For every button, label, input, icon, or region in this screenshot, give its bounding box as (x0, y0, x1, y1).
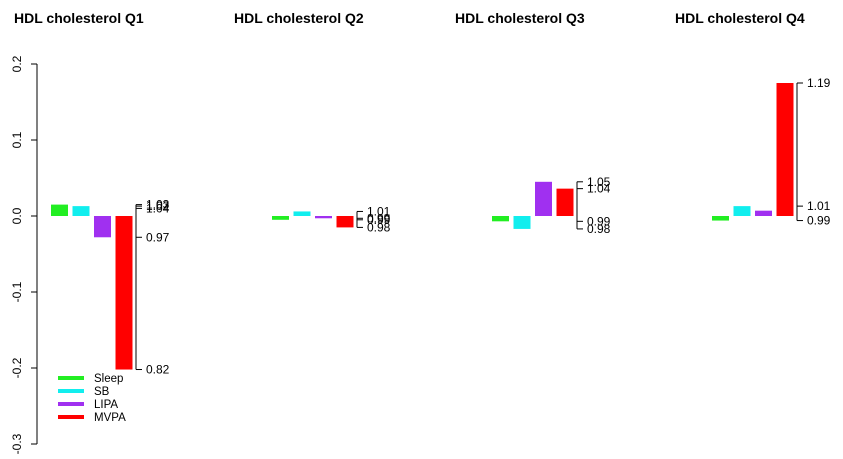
bar-q3-sleep (492, 216, 509, 222)
ratio-label-1-04: 1.04 (146, 201, 170, 215)
bar-q3-lipa (535, 181, 552, 216)
ratio-label-0-97: 0.97 (146, 230, 170, 244)
bar-q4-lipa (755, 210, 772, 216)
bar-q1-sleep (51, 204, 68, 216)
legend-label-mvpa: MVPA (94, 412, 126, 424)
ratio-label-1-01: 1.01 (367, 204, 391, 218)
y-tick-label-0-0: 0.0 (10, 207, 24, 224)
panel-q2: 1.010.990.990.98 (272, 204, 391, 234)
bar-q3-mvpa (556, 188, 574, 216)
ratio-label-0-99: 0.99 (367, 211, 391, 225)
legend-label-sb: SB (94, 386, 110, 398)
panel-q1: 1.031.021.04 0.97 0.82 (51, 198, 170, 377)
ratio-label-0-98: 0.98 (587, 222, 611, 236)
legend-label-sleep: Sleep (94, 373, 123, 385)
y-axis: -0.3 -0.2 -0.1 0.0 0.1 0.2 (10, 55, 38, 454)
chart-panels: 1.031.021.040.970.821.010.990.990.981.05… (51, 76, 831, 377)
ratio-label-0-82: 0.82 (146, 363, 170, 377)
bar-q2-sleep (272, 216, 289, 220)
legend: Sleep SB LIPA MVPA (58, 373, 126, 424)
bar-q2-mvpa (336, 216, 354, 228)
panel-title-q2: HDL cholesterol Q2 (234, 10, 364, 26)
ratio-label-1-02: 1.02 (146, 199, 170, 213)
legend-label-lipa: LIPA (94, 399, 118, 411)
bar-q4-mvpa (776, 83, 794, 216)
ratio-label-0-99: 0.99 (367, 213, 391, 227)
panel-q3: 1.051.04 0.990.98 (492, 175, 611, 236)
y-tick-label-0-1: 0.1 (10, 131, 24, 148)
ratio-label-0-99: 0.99 (807, 214, 831, 228)
y-tick-label--0-3: -0.3 (10, 433, 24, 454)
panel-title-q1: HDL cholesterol Q1 (14, 10, 144, 26)
bar-q3-sb (513, 216, 531, 229)
bar-q1-sb (72, 206, 90, 216)
panel-title-q4: HDL cholesterol Q4 (675, 10, 805, 26)
panel-q4: 1.19 1.010.99 (712, 76, 831, 228)
ratio-label-0-98: 0.98 (367, 220, 391, 234)
ratio-label-1-05: 1.05 (587, 175, 611, 189)
bar-q4-sb (733, 206, 751, 216)
y-tick-label-0-2: 0.2 (10, 55, 24, 72)
ratio-label-1-03: 1.03 (146, 198, 170, 212)
bar-q2-lipa (315, 216, 332, 219)
y-tick-label--0-2: -0.2 (10, 357, 24, 378)
ratio-label-1-04: 1.04 (587, 182, 611, 196)
ratio-label-0-99: 0.99 (587, 214, 611, 228)
bar-q1-lipa (94, 216, 111, 238)
ratio-label-1-01: 1.01 (807, 199, 831, 213)
y-tick-label--0-1: -0.1 (10, 281, 24, 302)
bar-q2-sb (293, 211, 311, 216)
bar-q1-mvpa (115, 216, 133, 370)
bar-q4-sleep (712, 216, 729, 221)
panel-title-q3: HDL cholesterol Q3 (455, 10, 585, 26)
ratio-label-1-19: 1.19 (807, 76, 831, 90)
